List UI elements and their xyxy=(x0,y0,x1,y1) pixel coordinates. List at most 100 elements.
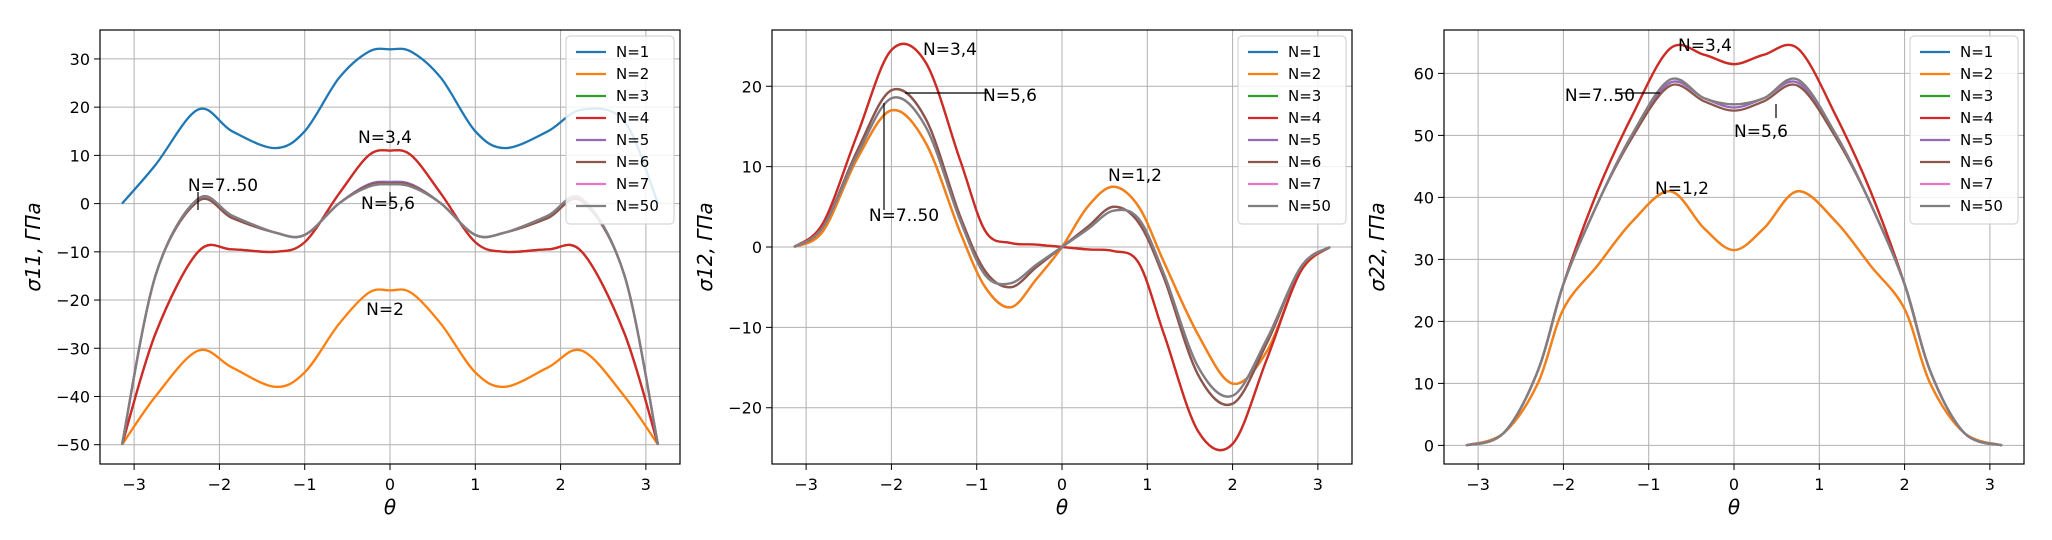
legend: N=1 N=2 N=3 N=4 N=5 N=6 N=7 N=50 xyxy=(1237,35,1347,225)
y-tick-label: −10 xyxy=(56,243,90,262)
annotation-label: N=2 xyxy=(366,300,404,320)
x-tick-label: 0 xyxy=(1057,475,1067,494)
y-tick-label: 50 xyxy=(1414,126,1434,145)
y-tick-label: −10 xyxy=(728,318,762,337)
annotation-label: N=3,4 xyxy=(358,128,412,148)
legend-entry: N=5 xyxy=(1960,131,1993,149)
y-tick-label: 0 xyxy=(752,238,762,257)
legend-entry: N=6 xyxy=(1960,153,1993,171)
series-line-n50 xyxy=(1465,77,2003,447)
y-tick-label: 30 xyxy=(1414,250,1434,269)
x-tick-label: 2 xyxy=(1227,475,1237,494)
annotation-label: N=7..50 xyxy=(188,176,258,196)
series-line-n50 xyxy=(793,96,1331,398)
y-tick-label: −20 xyxy=(728,399,762,418)
x-tick-label: −3 xyxy=(122,475,146,494)
annotation-label: N=3,4 xyxy=(1678,36,1732,56)
x-tick-label: −3 xyxy=(1466,475,1490,494)
plot-frame xyxy=(1443,29,2025,465)
y-tick-label: 40 xyxy=(1414,188,1434,207)
y-tick-label: −30 xyxy=(56,339,90,358)
y-tick-label: 20 xyxy=(1414,312,1434,331)
legend-entry: N=7 xyxy=(1960,175,1993,193)
x-tick-label: 3 xyxy=(641,475,651,494)
legend-entry: N=2 xyxy=(1288,65,1321,83)
x-axis-label: θ xyxy=(1056,495,1068,519)
legend-entry: N=2 xyxy=(1960,65,1993,83)
y-tick-label: 10 xyxy=(1414,374,1434,393)
y-tick-label: 30 xyxy=(70,50,90,69)
x-tick-label: 1 xyxy=(1814,475,1824,494)
legend-entry: N=1 xyxy=(1960,43,1993,61)
x-tick-label: 1 xyxy=(1142,475,1152,494)
y-axis-label: σ22, ГПа xyxy=(1365,202,1389,291)
y-tick-label: 0 xyxy=(80,195,90,214)
grid xyxy=(1444,30,2024,464)
annotation-label: N=7..50 xyxy=(869,206,939,226)
x-tick-label: 0 xyxy=(385,475,395,494)
y-axis-label: σ12, ГПа xyxy=(693,202,717,291)
legend-entry: N=1 xyxy=(616,43,649,61)
legend-entry: N=3 xyxy=(1960,87,1993,105)
legend-entry: N=5 xyxy=(616,131,649,149)
legend-entry: N=4 xyxy=(1960,109,1993,127)
series-line-n2 xyxy=(1465,190,2003,447)
x-tick-label: −3 xyxy=(794,475,818,494)
x-tick-label: 2 xyxy=(1899,475,1909,494)
legend-entry: N=3 xyxy=(616,87,649,105)
x-tick-label: 0 xyxy=(1729,475,1739,494)
annotation-label: N=1,2 xyxy=(1108,166,1162,186)
x-tick-label: 2 xyxy=(555,475,565,494)
y-tick-label: 60 xyxy=(1414,64,1434,83)
x-axis-label: θ xyxy=(1728,495,1740,519)
x-tick-label: −2 xyxy=(208,475,232,494)
series-line-n2 xyxy=(121,288,659,446)
series-line-n4 xyxy=(120,149,660,446)
series-line-n1 xyxy=(121,47,660,205)
legend-entry: N=50 xyxy=(1288,197,1331,215)
plot-frame xyxy=(99,29,681,465)
legend-entry: N=50 xyxy=(1960,197,2003,215)
legend-entry: N=4 xyxy=(1288,109,1321,127)
annotation-label: N=5,6 xyxy=(1734,122,1788,142)
x-tick-label: 3 xyxy=(1313,475,1323,494)
legend-entry: N=2 xyxy=(616,65,649,83)
legend-entry: N=50 xyxy=(616,197,659,215)
y-tick-label: −20 xyxy=(56,291,90,310)
legend-entry: N=4 xyxy=(616,109,649,127)
legend-entry: N=1 xyxy=(1288,43,1321,61)
x-tick-label: −1 xyxy=(293,475,317,494)
annotation-label: N=1,2 xyxy=(1655,179,1709,199)
legend-entry: N=7 xyxy=(1288,175,1321,193)
legend-entry: N=6 xyxy=(616,153,649,171)
y-tick-label: 0 xyxy=(1424,436,1434,455)
annotation-label: N=7..50 xyxy=(1565,86,1635,106)
y-tick-label: −50 xyxy=(56,436,90,455)
legend-entry: N=3 xyxy=(1288,87,1321,105)
x-axis-label: θ xyxy=(384,495,396,519)
y-axis-label: σ11, ГПа xyxy=(21,202,45,291)
legend-box xyxy=(565,35,675,225)
legend: N=1 N=2 N=3 N=4 N=5 N=6 N=7 N=50 xyxy=(1909,35,2019,225)
x-tick-label: −1 xyxy=(965,475,989,494)
series-lines xyxy=(793,42,1331,452)
legend-box xyxy=(1237,35,1347,225)
y-tick-label: 20 xyxy=(742,77,762,96)
series-lines xyxy=(1465,43,2003,447)
x-tick-label: 3 xyxy=(1985,475,1995,494)
y-tick-label: 20 xyxy=(70,98,90,117)
legend: N=1 N=2 N=3 N=4 N=5 N=6 N=7 N=50 xyxy=(565,35,675,225)
y-tick-label: −40 xyxy=(56,387,90,406)
y-tick-label: 10 xyxy=(742,158,762,177)
y-tick-label: 10 xyxy=(70,146,90,165)
legend-entry: N=5 xyxy=(1288,131,1321,149)
x-tick-label: 1 xyxy=(470,475,480,494)
plot-frame xyxy=(771,29,1353,465)
x-tick-label: −2 xyxy=(1552,475,1576,494)
legend-box xyxy=(1909,35,2019,225)
legend-entry: N=6 xyxy=(1288,153,1321,171)
